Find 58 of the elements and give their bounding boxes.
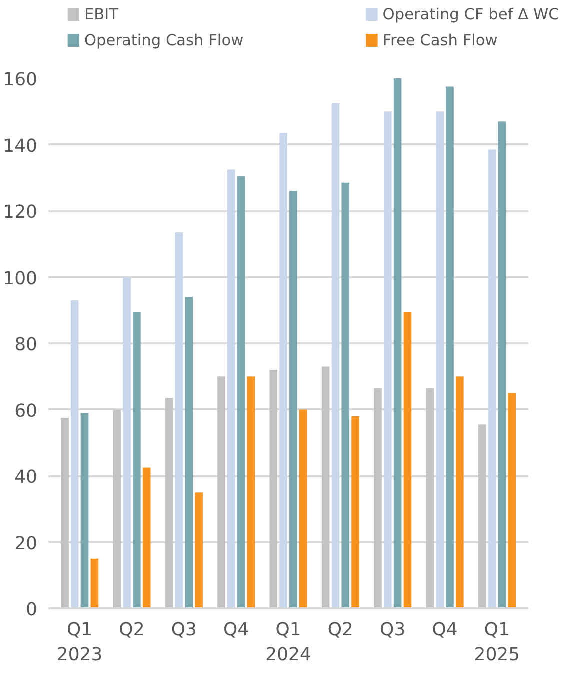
bar [61, 418, 69, 608]
y-tick-label: 140 [3, 136, 38, 157]
x-tick-label: Q1 2023 [56, 620, 103, 666]
y-tick-label: 100 [3, 268, 38, 290]
x-tick-label: Q3 [380, 620, 406, 640]
x-tick-label: Q4 [432, 620, 458, 640]
x-tick-label: Q1 2024 [266, 620, 312, 666]
y-tick-label: 160 [3, 70, 38, 90]
bar [185, 297, 194, 608]
y-tick-label: 60 [14, 400, 38, 422]
bar [247, 376, 256, 608]
y-tick-label: 40 [14, 467, 38, 488]
bar [113, 410, 122, 608]
x-tick-label: Q4 [224, 620, 250, 640]
bar [299, 410, 308, 608]
x-tick-label: Q3 [171, 620, 197, 640]
bar [133, 312, 141, 608]
bar [175, 232, 184, 608]
bar [352, 416, 360, 608]
bar [70, 300, 79, 608]
bar [478, 424, 486, 608]
bar [436, 112, 444, 608]
bar [426, 388, 434, 608]
bar [498, 122, 506, 608]
bar [165, 398, 174, 608]
legend-label: Operating Cash Flow [84, 32, 244, 50]
bar [270, 370, 278, 608]
bar [90, 558, 99, 608]
bar [123, 277, 131, 608]
bar [80, 413, 89, 608]
x-tick-label: Q1 2025 [474, 620, 520, 666]
bar [142, 468, 151, 608]
bar [195, 492, 203, 608]
bar [332, 103, 340, 608]
bar [280, 133, 288, 608]
bar [290, 191, 298, 608]
x-tick-label: Q2 [119, 620, 145, 640]
legend-label: Operating CF bef Δ WC [382, 6, 560, 24]
bar [342, 182, 350, 608]
bar [237, 176, 246, 608]
y-tick-label: 80 [14, 334, 38, 356]
bar [218, 376, 226, 608]
y-tick-label: 0 [26, 600, 38, 620]
y-tick-label: 120 [3, 202, 38, 223]
bar [394, 78, 402, 608]
y-tick-label: 20 [14, 533, 38, 554]
bar [446, 86, 454, 608]
bar [384, 112, 392, 608]
bar [488, 150, 496, 608]
bar [404, 312, 412, 608]
bar [508, 393, 516, 608]
bar [456, 376, 464, 608]
bar [374, 388, 382, 608]
legend-label: Free Cash Flow [382, 32, 498, 50]
bar [322, 366, 330, 608]
legend-label: EBIT [84, 6, 120, 24]
x-tick-label: Q2 [328, 620, 354, 640]
bar [227, 170, 236, 608]
